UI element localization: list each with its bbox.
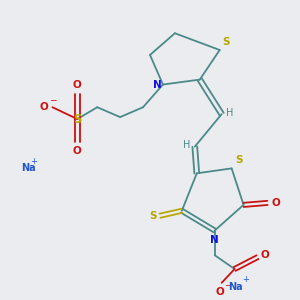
Text: N: N: [210, 235, 219, 245]
Text: O: O: [216, 287, 224, 297]
Text: O: O: [39, 102, 48, 112]
Text: O: O: [73, 80, 82, 90]
Text: Na: Na: [22, 164, 36, 173]
Text: S: S: [235, 155, 243, 165]
Text: +: +: [30, 157, 37, 166]
Text: N: N: [153, 80, 161, 89]
Text: S: S: [149, 211, 156, 221]
Text: O: O: [271, 198, 280, 208]
Text: O: O: [73, 146, 82, 156]
Text: Na: Na: [228, 282, 242, 292]
Text: O: O: [260, 250, 269, 260]
Text: S: S: [223, 37, 230, 47]
Text: −: −: [224, 280, 232, 289]
Text: H: H: [226, 108, 234, 118]
Text: +: +: [242, 275, 249, 284]
Text: H: H: [183, 140, 190, 150]
Text: −: −: [49, 95, 56, 104]
Text: S: S: [73, 112, 82, 126]
